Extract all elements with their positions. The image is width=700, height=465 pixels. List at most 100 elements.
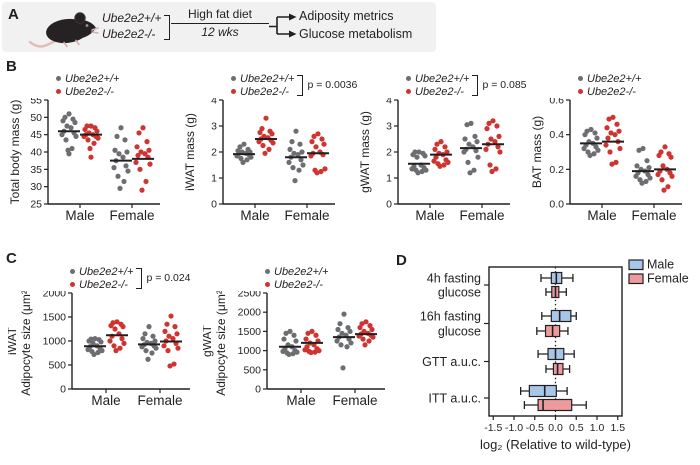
- data-point: [312, 349, 318, 355]
- data-point: [290, 165, 296, 171]
- category-label: GTT a.u.c.: [422, 355, 481, 369]
- x-category-label: Female: [631, 208, 676, 223]
- x-tick-label: 1.5: [610, 422, 625, 434]
- data-point: [114, 133, 120, 139]
- data-point: [119, 336, 125, 342]
- data-point: [88, 123, 94, 129]
- data-point: [489, 168, 495, 175]
- data-point: [153, 345, 159, 351]
- data-point: [315, 131, 321, 137]
- data-point: [248, 154, 254, 160]
- y-tick-label: 3: [211, 121, 217, 133]
- legend-label: Male: [647, 258, 674, 272]
- data-point: [308, 349, 314, 356]
- data-point: [138, 149, 144, 155]
- diet-label: High fat diet: [171, 7, 269, 24]
- data-point: [120, 324, 126, 330]
- data-point: [166, 333, 172, 339]
- data-point: [661, 187, 667, 193]
- chart-legend: Ube2e2+/+ Ube2e2-/- p = 0.024: [70, 265, 208, 291]
- chart-total-body-mass: Ube2e2+/+ Ube2e2-/- 25 30 35 40 45 50 55 Total bo…: [8, 62, 186, 231]
- data-point: [472, 133, 478, 139]
- chart-legend: Ube2e2+/+ Ube2e2-/-: [578, 72, 700, 98]
- data-point: [608, 130, 614, 136]
- data-point: [655, 171, 661, 178]
- data-point: [369, 326, 375, 333]
- data-point: [95, 349, 101, 356]
- data-point: [438, 139, 444, 145]
- scatter-plot: 0 1 2 3 4 iWAT mass (g) Male Female: [183, 95, 335, 223]
- data-point: [647, 175, 653, 181]
- box: [537, 398, 573, 412]
- genotype-list: Ube2e2+/+ Ube2e2-/-: [102, 10, 161, 42]
- data-point: [241, 141, 247, 147]
- x-category-label: Female: [284, 208, 329, 223]
- data-point: [85, 137, 91, 143]
- data-point: [240, 159, 246, 165]
- p-value-bracket: [472, 74, 479, 96]
- data-point: [289, 139, 295, 145]
- x-tick-label: 1.0: [590, 422, 605, 434]
- data-point: [244, 157, 250, 163]
- y-tick-label: 4: [386, 98, 392, 107]
- data-point: [340, 365, 346, 371]
- data-point: [582, 132, 588, 138]
- chart-iwat-adipocyte-size: Ube2e2+/+ Ube2e2-/- p = 0.024 0 500 1000 1500 2…: [5, 255, 208, 416]
- data-point: [639, 180, 645, 186]
- data-point: [145, 356, 151, 362]
- y-tick-label: 25: [30, 199, 42, 211]
- legend-genotype-label: Ube2e2-/-: [65, 85, 114, 98]
- p-value-label: p = 0.0036: [307, 79, 358, 91]
- data-point: [668, 154, 674, 160]
- data-point: [665, 184, 671, 190]
- category-label: ITT a.u.c.: [428, 392, 481, 406]
- data-point: [164, 321, 170, 327]
- data-point: [335, 326, 341, 333]
- legend-entries: Ube2e2+/+ Ube2e2-/-: [578, 72, 641, 98]
- y-tick-label: 0.6: [549, 98, 564, 107]
- data-point: [475, 154, 481, 160]
- data-point: [322, 166, 328, 172]
- data-point: [348, 340, 354, 346]
- genotype-bracket: [164, 15, 170, 40]
- data-point: [112, 147, 118, 153]
- data-point: [359, 321, 365, 327]
- y-tick-label: 30: [30, 181, 42, 193]
- data-point: [113, 348, 119, 354]
- data-point: [281, 336, 287, 342]
- legend-entry: Ube2e2+/+: [70, 265, 133, 278]
- data-point: [172, 324, 178, 330]
- data-point: [116, 151, 122, 157]
- data-point: [423, 167, 429, 173]
- data-point: [283, 330, 289, 336]
- mouse-ear: [74, 12, 86, 24]
- data-point: [73, 133, 79, 139]
- legend-genotype-label: Ube2e2+/+: [415, 72, 470, 85]
- data-point: [142, 151, 148, 157]
- data-point: [313, 144, 319, 150]
- x-category-label: Male: [240, 208, 269, 223]
- x-category-label: Male: [65, 208, 94, 223]
- data-point: [311, 133, 317, 139]
- data-point: [419, 168, 425, 175]
- wildtype-dot-icon: [265, 269, 270, 274]
- y-tick-label: 0.4: [549, 129, 564, 141]
- data-point: [318, 168, 324, 175]
- data-point: [494, 123, 500, 129]
- legend-entry: Ube2e2-/-: [406, 85, 469, 98]
- data-point: [643, 178, 649, 185]
- data-point: [121, 178, 127, 185]
- data-point: [319, 136, 325, 142]
- chart-bat-mass: Ube2e2+/+ Ube2e2-/- 0.0 0.2 0.4 0.6 BAT mass (…: [530, 62, 700, 231]
- data-point: [167, 363, 173, 369]
- data-point: [112, 326, 118, 332]
- data-point: [136, 130, 142, 136]
- data-point: [143, 348, 149, 354]
- panel-a: A Ube2e2+/+ Ube2e2-/- High fat diet 12 w…: [2, 2, 436, 52]
- data-point: [87, 145, 93, 152]
- data-point: [605, 135, 611, 141]
- data-point: [467, 170, 473, 176]
- data-point: [646, 165, 652, 171]
- x-category-label: Female: [109, 208, 154, 223]
